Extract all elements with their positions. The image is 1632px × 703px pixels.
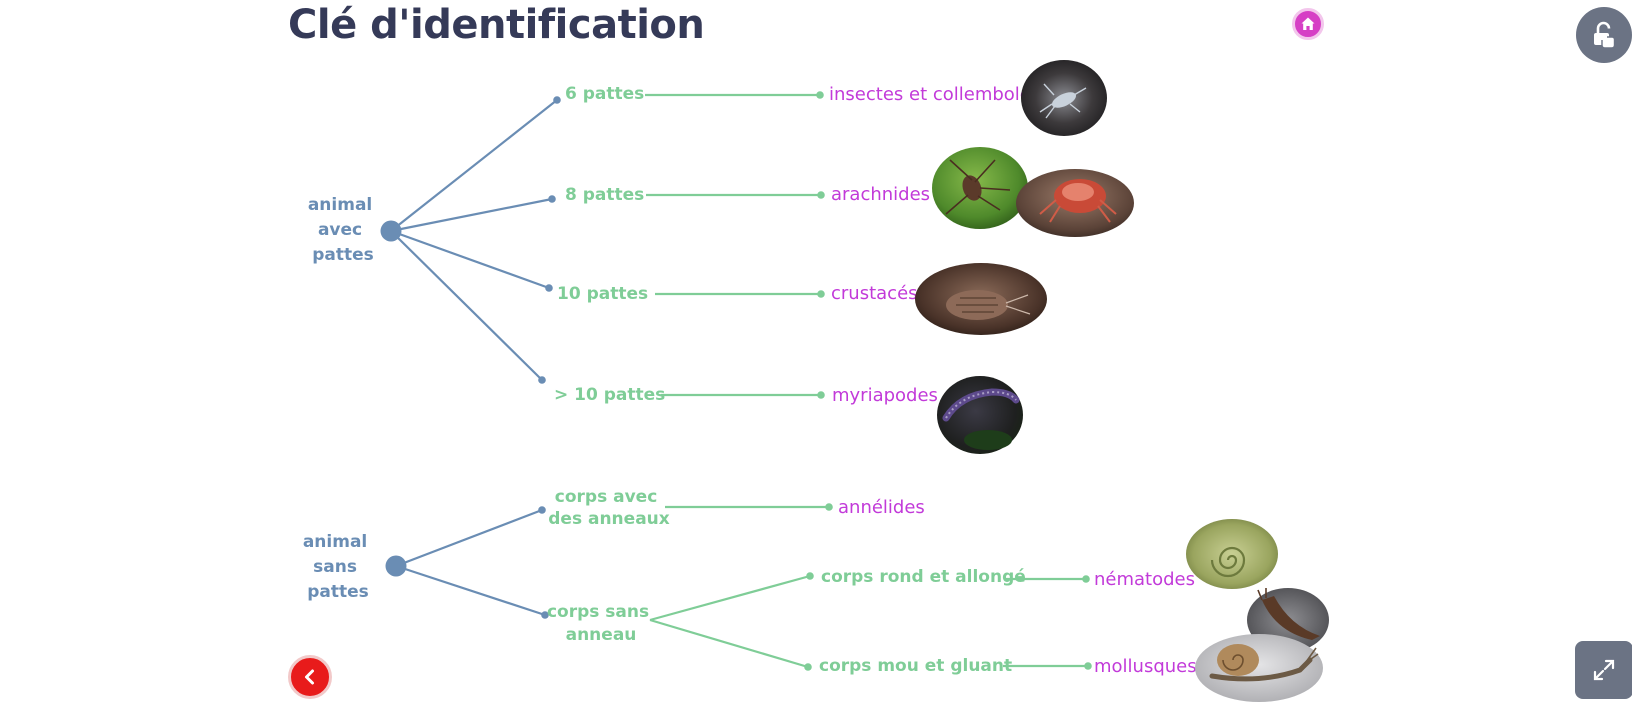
group-label: insectes et collemboles bbox=[829, 84, 1040, 105]
leaf-dot bbox=[1082, 575, 1090, 583]
connector-line bbox=[390, 229, 550, 290]
snail-photo bbox=[1195, 634, 1323, 702]
criterion-label: corps mou et gluant bbox=[819, 656, 1012, 676]
connector-line bbox=[390, 99, 558, 232]
leaf-dot bbox=[817, 391, 825, 399]
connector-line bbox=[395, 508, 543, 568]
millipede-photo bbox=[937, 376, 1023, 454]
nematode-photo bbox=[1186, 519, 1278, 589]
lock-button[interactable] bbox=[1576, 7, 1632, 63]
root-node bbox=[385, 555, 407, 577]
leaf-dot bbox=[1084, 662, 1092, 670]
leaf-dot bbox=[825, 503, 833, 511]
leaf-dot bbox=[817, 290, 825, 298]
branch-dot bbox=[553, 96, 561, 104]
group-label: annélides bbox=[838, 497, 925, 518]
connector-line bbox=[649, 574, 811, 622]
criterion-label: corps rond et allongé bbox=[821, 567, 1026, 587]
back-button[interactable] bbox=[288, 655, 332, 699]
expand-icon bbox=[1593, 659, 1615, 681]
criterion-label: corps sans anneau bbox=[547, 602, 655, 645]
root-label-without-legs: animal sans pattes bbox=[303, 532, 373, 602]
springtail-photo bbox=[1021, 60, 1107, 136]
connector-line bbox=[390, 197, 553, 233]
branch-dot bbox=[545, 284, 553, 292]
harvestman-photo bbox=[932, 147, 1028, 229]
branch-dot bbox=[538, 506, 546, 514]
fullscreen-button[interactable] bbox=[1575, 641, 1632, 699]
root-label-with-legs: animal avec pattes bbox=[308, 195, 378, 265]
branch-dot bbox=[541, 611, 549, 619]
chevron-left-icon bbox=[305, 669, 314, 685]
leaf-dot bbox=[817, 191, 825, 199]
branch-dot bbox=[538, 376, 546, 384]
criterion-label: corps avec des anneaux bbox=[548, 487, 670, 529]
connector-line bbox=[390, 230, 543, 381]
group-label: crustacés bbox=[831, 283, 918, 304]
mite-photo bbox=[1016, 169, 1134, 237]
home-button[interactable] bbox=[1292, 8, 1324, 40]
criterion-label: 10 pattes bbox=[557, 284, 648, 304]
group-label: nématodes bbox=[1094, 569, 1195, 590]
group-label: arachnides bbox=[831, 184, 930, 205]
branch-dot bbox=[548, 195, 556, 203]
group-label: mollusques bbox=[1094, 656, 1197, 677]
lock-icon bbox=[1594, 21, 1616, 49]
leaf-dot bbox=[816, 91, 824, 99]
criterion-label: 8 pattes bbox=[565, 185, 644, 205]
page-title: Clé d'identification bbox=[288, 2, 705, 48]
criterion-label: 6 pattes bbox=[565, 84, 644, 104]
root-node bbox=[380, 220, 402, 242]
branch-dot bbox=[806, 572, 814, 580]
criterion-label: > 10 pattes bbox=[554, 385, 665, 405]
woodlouse-photo bbox=[915, 263, 1047, 335]
group-label: myriapodes bbox=[832, 385, 938, 406]
connector-line bbox=[649, 618, 809, 669]
branch-dot bbox=[804, 663, 812, 671]
home-icon bbox=[1301, 17, 1315, 30]
connector-line bbox=[395, 564, 546, 617]
